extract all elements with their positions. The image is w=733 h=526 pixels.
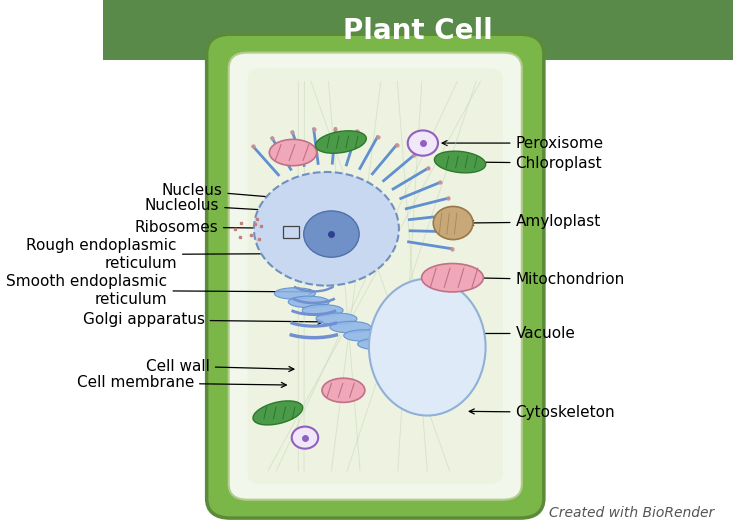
FancyBboxPatch shape — [229, 53, 522, 500]
Ellipse shape — [302, 305, 343, 316]
Ellipse shape — [269, 139, 317, 166]
Ellipse shape — [369, 279, 485, 416]
Circle shape — [303, 211, 359, 257]
Circle shape — [292, 427, 318, 449]
FancyBboxPatch shape — [103, 0, 733, 60]
FancyBboxPatch shape — [207, 34, 544, 518]
Text: Nucleolus: Nucleolus — [144, 198, 295, 214]
Text: Plant Cell: Plant Cell — [343, 16, 493, 45]
Text: Chloroplast: Chloroplast — [468, 156, 602, 170]
Ellipse shape — [322, 378, 365, 402]
Text: Vacuole: Vacuole — [472, 326, 575, 341]
Text: Smooth endoplasmic
reticulum: Smooth endoplasmic reticulum — [7, 274, 314, 307]
Text: Created with BioRender: Created with BioRender — [549, 505, 714, 520]
FancyBboxPatch shape — [248, 68, 503, 484]
Text: Ribosomes: Ribosomes — [134, 220, 287, 235]
Ellipse shape — [315, 131, 366, 153]
Bar — [283, 226, 299, 238]
Text: Mitochondrion: Mitochondrion — [472, 272, 625, 287]
Text: Golgi apparatus: Golgi apparatus — [83, 312, 323, 327]
Ellipse shape — [358, 338, 399, 350]
Text: Amyloplast: Amyloplast — [468, 215, 601, 229]
Ellipse shape — [274, 288, 315, 299]
Text: Cytoskeleton: Cytoskeleton — [469, 405, 615, 420]
Text: Nucleus: Nucleus — [161, 183, 289, 200]
Ellipse shape — [316, 313, 357, 325]
Ellipse shape — [254, 172, 399, 286]
Ellipse shape — [433, 206, 473, 240]
Circle shape — [408, 130, 438, 156]
Ellipse shape — [288, 296, 329, 308]
Text: Cell wall: Cell wall — [146, 359, 294, 373]
Ellipse shape — [435, 151, 486, 173]
Ellipse shape — [330, 321, 371, 333]
Text: Peroxisome: Peroxisome — [442, 136, 604, 150]
Ellipse shape — [421, 264, 483, 292]
Ellipse shape — [344, 330, 385, 341]
Text: Rough endoplasmic
reticulum: Rough endoplasmic reticulum — [26, 238, 316, 271]
Text: Cell membrane: Cell membrane — [77, 376, 287, 390]
Ellipse shape — [253, 401, 303, 425]
